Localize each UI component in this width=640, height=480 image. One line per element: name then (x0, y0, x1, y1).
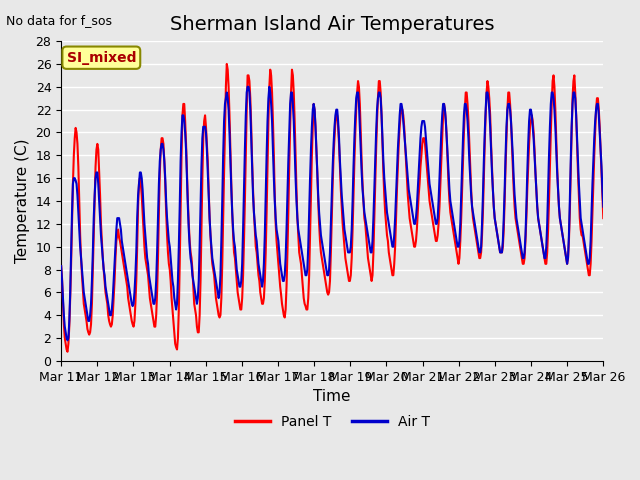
Text: SI_mixed: SI_mixed (67, 51, 136, 65)
X-axis label: Time: Time (314, 389, 351, 404)
Text: No data for f_sos: No data for f_sos (6, 14, 113, 27)
Title: Sherman Island Air Temperatures: Sherman Island Air Temperatures (170, 15, 495, 34)
Y-axis label: Temperature (C): Temperature (C) (15, 139, 30, 263)
Legend: Panel T, Air T: Panel T, Air T (229, 409, 435, 434)
